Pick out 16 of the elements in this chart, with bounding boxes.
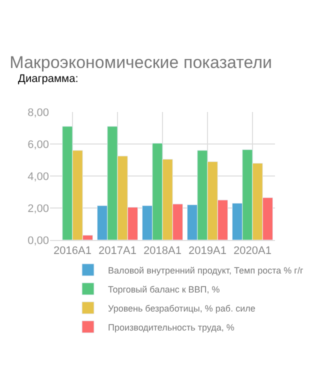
legend-label: Производительность труда, % xyxy=(108,322,234,332)
x-tick-label: 2018A1 xyxy=(144,245,182,258)
y-tick-label: 0,00 xyxy=(28,234,49,247)
x-tick-label: 2017A1 xyxy=(98,245,136,258)
y-tick-label: 8,00 xyxy=(28,106,49,119)
y-tick-label: 6,00 xyxy=(28,138,49,151)
x-tick-label: 2019A1 xyxy=(188,245,226,258)
text: Диаграмма: xyxy=(18,73,78,85)
x-tick-label: 2016A1 xyxy=(54,245,92,258)
x-tick-label: 2020A1 xyxy=(234,245,272,258)
chart-title: Макроэкономические показатели xyxy=(10,53,272,72)
legend-label: Валовой внутренний продукт, Темп роста % г/г xyxy=(108,265,304,276)
legend-label: Уровень безработицы, % раб. силе xyxy=(108,303,256,314)
legend-label: Торговый баланс к ВВП, % xyxy=(108,284,220,294)
y-tick-label: 2,00 xyxy=(28,202,49,215)
y-tick-label: 4,00 xyxy=(28,170,49,183)
